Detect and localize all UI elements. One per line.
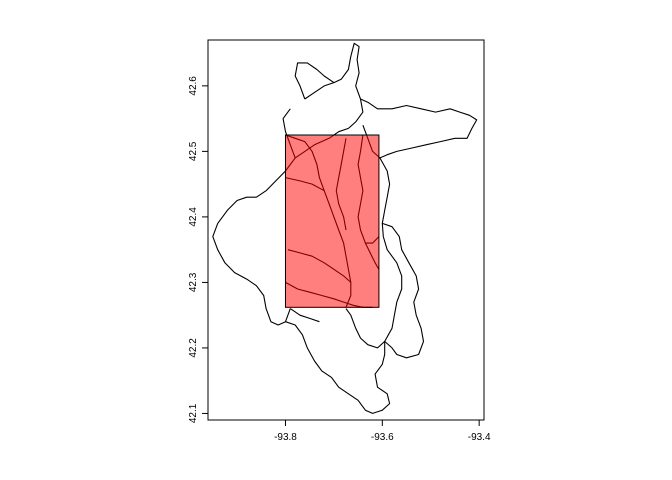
y-tick-label: 42.3 (188, 272, 199, 292)
highlight-bounding-box (284, 134, 380, 308)
watershed-boundary-7 (382, 222, 425, 359)
watershed-boundary-2 (294, 62, 335, 100)
axes: -93.8 -93.6 -93.4 42.1 42.2 42.3 42.4 42.5 42.6 (188, 76, 491, 443)
watershed-boundary-15 (289, 308, 320, 323)
y-tick-label: 42.2 (188, 338, 199, 358)
y-tick-label: 42.6 (188, 76, 199, 96)
x-tick-label: -93.4 (468, 432, 491, 443)
watershed-boundary-3 (360, 98, 478, 159)
watershed-boundary-6 (285, 321, 391, 414)
watershed-boundary-5 (212, 157, 296, 326)
x-tick-label: -93.8 (274, 432, 297, 443)
watershed-boundary-4 (345, 157, 403, 349)
y-tick-label: 42.5 (188, 141, 199, 161)
plot-frame (207, 39, 485, 421)
x-tick-label: -93.6 (371, 432, 394, 443)
y-tick-label: 42.1 (188, 403, 199, 423)
y-tick-label: 42.4 (188, 207, 199, 227)
